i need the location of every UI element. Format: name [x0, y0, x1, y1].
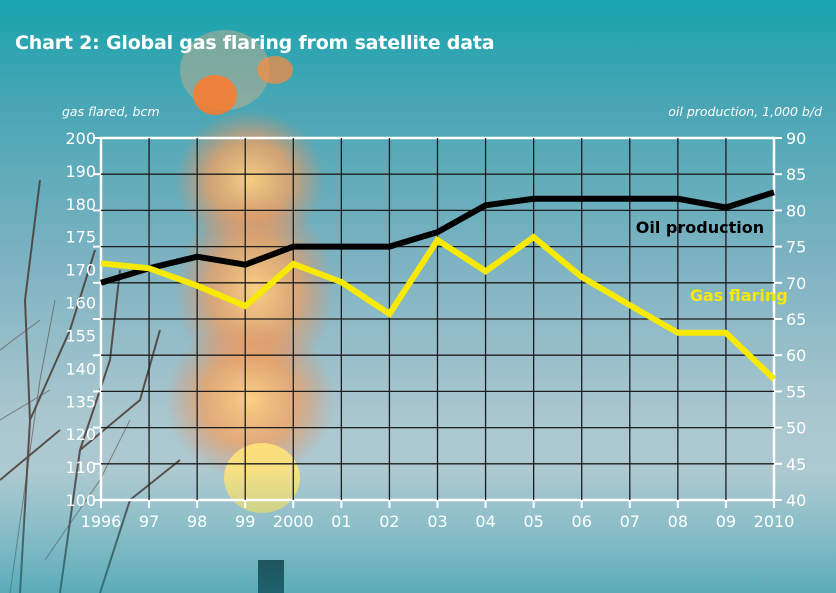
y-left-tick-label: 180	[65, 195, 96, 214]
x-tick-label: 97	[139, 512, 159, 531]
tick-marks	[93, 137, 782, 508]
y-left-tick-label: 200	[65, 129, 96, 148]
x-tick-label: 04	[475, 512, 495, 531]
y-right-tick-label: 40	[786, 491, 806, 510]
y-right-tick-label: 90	[786, 129, 806, 148]
x-tick-label: 07	[620, 512, 640, 531]
x-tick-label: 99	[235, 512, 255, 531]
y-right-tick-label: 85	[786, 165, 806, 184]
x-tick-label: 09	[716, 512, 736, 531]
y-left-tick-label: 155	[65, 326, 96, 345]
grid	[101, 138, 774, 500]
y-left-tick-label: 175	[65, 228, 96, 247]
oil-production-line	[100, 189, 775, 286]
y-left-tick-label: 120	[65, 425, 96, 444]
y-left-axis-title: gas flared, bcm	[62, 104, 160, 119]
x-tick-label: 02	[379, 512, 399, 531]
y-right-tick-label: 80	[786, 201, 806, 220]
y-left-tick-label: 100	[65, 491, 96, 510]
y-right-tick-label: 60	[786, 346, 806, 365]
gas-flaring-label: Gas flaring	[690, 286, 788, 305]
x-tick-label: 2010	[754, 512, 795, 531]
x-tick-label: 08	[668, 512, 688, 531]
gas-flaring-line	[100, 233, 777, 382]
x-tick-label: 03	[427, 512, 447, 531]
y-left-tick-label: 135	[65, 392, 96, 411]
oil-production-label: Oil production	[636, 218, 764, 237]
y-right-tick-label: 55	[786, 382, 806, 401]
x-tick-label: 06	[572, 512, 592, 531]
x-tick-label: 2000	[273, 512, 314, 531]
y-right-tick-label: 50	[786, 419, 806, 438]
y-left-tick-label: 110	[65, 458, 96, 477]
y-left-tick-label: 140	[65, 359, 96, 378]
y-left-tick-label: 170	[65, 261, 96, 280]
y-right-tick-label: 45	[786, 455, 806, 474]
y-right-tick-label: 65	[786, 310, 806, 329]
chart-title: Chart 2: Global gas flaring from satelli…	[15, 32, 495, 54]
x-tick-label: 98	[187, 512, 207, 531]
y-right-tick-label: 70	[786, 274, 806, 293]
y-right-axis-title: oil production, 1,000 b/d	[668, 104, 822, 119]
y-left-tick-label: 190	[65, 162, 96, 181]
x-tick-label: 1996	[81, 512, 122, 531]
y-right-tick-label: 75	[786, 238, 806, 257]
x-tick-label: 05	[523, 512, 543, 531]
y-left-tick-label: 160	[65, 294, 96, 313]
x-tick-label: 01	[331, 512, 351, 531]
